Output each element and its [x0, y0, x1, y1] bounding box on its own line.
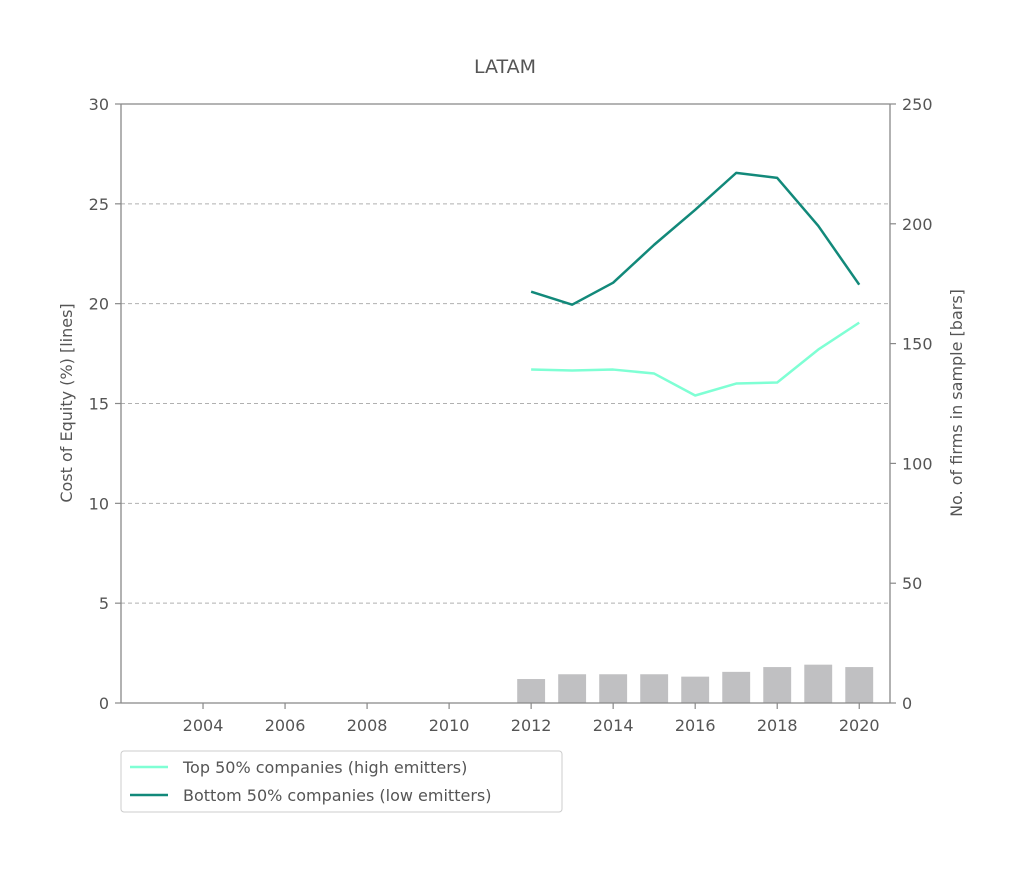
bar-firm-count — [517, 679, 546, 703]
y-tick-label-left: 5 — [99, 594, 109, 613]
chart-title: LATAM — [474, 56, 536, 78]
x-tick-label: 2014 — [593, 716, 634, 735]
legend: Top 50% companies (high emitters) Bottom… — [120, 750, 563, 813]
bars-firm-count — [517, 664, 874, 703]
legend-box — [120, 750, 563, 813]
y-tick-label-left: 15 — [89, 395, 109, 414]
x-tick-label: 2006 — [265, 716, 306, 735]
x-tick-label: 2008 — [347, 716, 388, 735]
y-tick-label-left: 30 — [89, 95, 109, 114]
y-tick-label-right: 150 — [902, 335, 933, 354]
x-tick-label: 2018 — [757, 716, 798, 735]
x-tick-label: 2010 — [429, 716, 470, 735]
x-tick-label: 2004 — [183, 716, 224, 735]
x-tick-label: 2016 — [675, 716, 716, 735]
y-axis-title-left: Cost of Equity (%) [lines] — [57, 303, 76, 502]
y-axis-title-right: No. of firms in sample [bars] — [947, 289, 966, 517]
y-tick-label-left: 25 — [89, 195, 109, 214]
y-tick-label-right: 200 — [902, 215, 933, 234]
legend-label-low-emitters: Bottom 50% companies (low emitters) — [183, 786, 491, 805]
axes: 0 5 10 15 20 25 30 0 50 100 150 200 250 2004 2006 2008 2… — [89, 95, 933, 735]
bar-firm-count — [804, 664, 833, 703]
gridlines — [121, 203, 890, 604]
y-tick-label-left: 10 — [89, 494, 109, 513]
y-tick-label-right: 0 — [902, 694, 912, 713]
bar-firm-count — [681, 676, 710, 703]
bar-firm-count — [763, 667, 792, 703]
bar-firm-count — [599, 674, 628, 703]
y-tick-label-right: 50 — [902, 574, 922, 593]
x-tick-label: 2020 — [839, 716, 880, 735]
y-tick-label-left: 0 — [99, 694, 109, 713]
y-tick-label-right: 100 — [902, 454, 933, 473]
y-tick-label-left: 20 — [89, 295, 109, 314]
legend-label-high-emitters: Top 50% companies (high emitters) — [182, 758, 467, 777]
line-low-emitters — [530, 171, 861, 306]
cost-of-equity-lines — [530, 171, 861, 397]
bar-firm-count — [845, 667, 874, 703]
bar-firm-count — [640, 674, 669, 703]
y-tick-label-right: 250 — [902, 95, 933, 114]
bar-firm-count — [722, 671, 751, 703]
line-high-emitters — [531, 321, 860, 397]
x-tick-label: 2012 — [511, 716, 552, 735]
bar-firm-count — [558, 674, 587, 703]
